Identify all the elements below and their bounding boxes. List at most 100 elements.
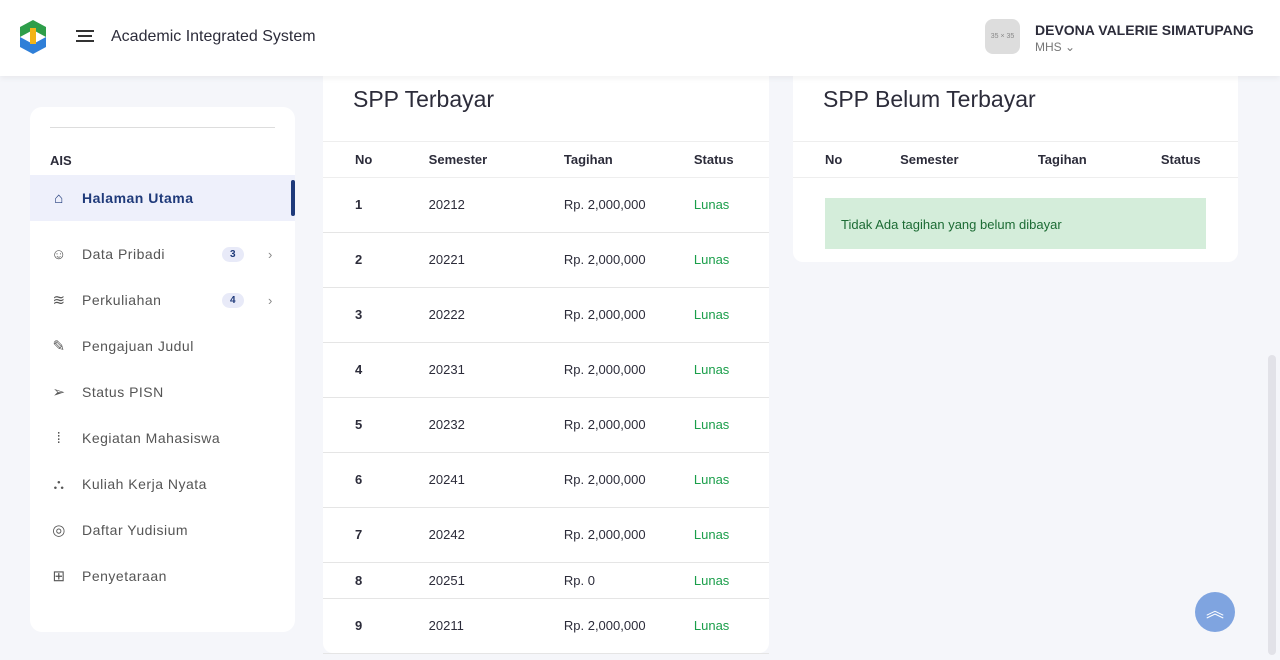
table-row: 5 20232 Rp. 2,000,000 Lunas (323, 397, 769, 453)
table-cell: 20222 (396, 287, 532, 343)
table-cell: Rp. 2,000,000 (531, 232, 662, 288)
sidebar-item-label: Pengajuan Judul (82, 338, 194, 354)
table-row: 8 20251 Rp. 0 Lunas (323, 562, 769, 599)
table-cell: Rp. 2,000,000 (531, 287, 662, 343)
sidebar-item-label: Kegiatan Mahasiswa (82, 430, 221, 446)
table-cell: Lunas (661, 397, 769, 453)
sidebar-item-halaman-utama[interactable]: ⌂ Halaman Utama (30, 175, 295, 221)
table-cell: 20241 (396, 452, 532, 508)
table-cell: Lunas (661, 598, 769, 654)
menu-toggle-icon[interactable] (76, 30, 94, 45)
column-header: Tagihan (1005, 141, 1129, 178)
table-cell: Lunas (661, 287, 769, 343)
column-header: Tagihan (531, 141, 662, 178)
chevron-right-icon: › (268, 246, 273, 262)
activity-icon: ⁞ (56, 429, 62, 447)
sidebar-item-label: Data Pribadi (82, 246, 166, 262)
sidebar-item-label: Daftar Yudisium (82, 522, 189, 538)
table-cell: 2 (323, 232, 397, 288)
spp-unpaid-table: No Semester Tagihan Status (793, 141, 1238, 178)
table-cell: Lunas (661, 507, 769, 563)
table-row: 1 20212 Rp. 2,000,000 Lunas (323, 177, 769, 233)
sidebar-item-kuliah-kerja-nyata[interactable]: ⛬ Kuliah Kerja Nyata (30, 461, 295, 507)
scroll-to-top-button[interactable]: ︽ (1195, 592, 1235, 632)
table-cell: 5 (323, 397, 397, 453)
table-cell: 20242 (396, 507, 532, 563)
sidebar-item-daftar-yudisium[interactable]: ◎ Daftar Yudisium (30, 507, 295, 553)
table-cell: Rp. 2,000,000 (531, 598, 662, 654)
table-cell: Lunas (661, 232, 769, 288)
avatar[interactable]: 35 × 35 (985, 19, 1020, 54)
table-cell: Lunas (661, 452, 769, 508)
sidebar-item-label: Status PISN (82, 384, 164, 400)
sidebar-item-label: Penyetaraan (82, 568, 167, 584)
column-header: Status (1128, 141, 1238, 178)
table-row: 3 20222 Rp. 2,000,000 Lunas (323, 287, 769, 343)
table-cell: Rp. 2,000,000 (531, 507, 662, 563)
table-cell: 8 (323, 562, 397, 599)
divider (50, 127, 275, 128)
sidebar-item-label: Perkuliahan (82, 292, 162, 308)
grid-plus-icon: ⊞ (52, 568, 66, 585)
spp-paid-table: No Semester Tagihan Status 1 20212 Rp. 2,0… (323, 141, 769, 654)
layers-icon: ≋ (52, 292, 66, 309)
chevrons-up-icon: ︽ (1206, 601, 1224, 621)
empty-alert: Tidak Ada tagihan yang belum dibayar (825, 198, 1206, 249)
chevron-right-icon: › (268, 292, 273, 308)
table-cell: 6 (323, 452, 397, 508)
sidebar-item-status-pisn[interactable]: ➢ Status PISN (30, 369, 295, 415)
chevron-down-icon: ⌄ (1065, 40, 1076, 54)
spp-paid-card: SPP Terbayar No Semester Tagihan Status … (323, 76, 769, 654)
home-icon: ⌂ (54, 189, 64, 207)
scrollbar[interactable] (1268, 355, 1276, 655)
count-badge: 3 (222, 246, 244, 262)
table-cell: 1 (323, 177, 397, 233)
user-name[interactable]: DEVONA VALERIE SIMATUPANG (1035, 22, 1254, 38)
pencil-icon: ✎ (52, 338, 66, 355)
column-header: Semester (868, 141, 1006, 178)
top-header: Academic Integrated System 35 × 35 DEVON… (0, 0, 1280, 76)
spp-unpaid-card: SPP Belum Terbayar No Semester Tagihan S… (793, 76, 1238, 262)
sidebar: AIS ⌂ Halaman Utama ☺ Data Pribadi 3 › ≋ Perk… (30, 107, 295, 632)
logo-icon[interactable] (19, 19, 47, 55)
table-cell: 4 (323, 342, 397, 398)
table-cell: 20221 (396, 232, 532, 288)
table-cell: Rp. 0 (531, 562, 662, 599)
table-cell: Lunas (661, 342, 769, 398)
table-cell: Rp. 2,000,000 (531, 452, 662, 508)
table-cell: 20251 (396, 562, 532, 599)
send-icon: ➢ (52, 384, 66, 401)
table-cell: Lunas (661, 177, 769, 233)
table-cell: 20212 (396, 177, 532, 233)
sidebar-item-label: Kuliah Kerja Nyata (82, 476, 207, 492)
card-title: SPP Terbayar (353, 86, 495, 112)
table-cell: 3 (323, 287, 397, 343)
user-role: MHS (1035, 40, 1062, 54)
sidebar-item-perkuliahan[interactable]: ≋ Perkuliahan 4 › (30, 277, 295, 323)
sidebar-item-label: Halaman Utama (82, 190, 194, 206)
table-cell: 20231 (396, 342, 532, 398)
table-row: 2 20221 Rp. 2,000,000 Lunas (323, 232, 769, 288)
table-row: 6 20241 Rp. 2,000,000 Lunas (323, 452, 769, 508)
card-title: SPP Belum Terbayar (823, 86, 1036, 112)
table-cell: Rp. 2,000,000 (531, 342, 662, 398)
users-icon: ☺ (51, 245, 67, 263)
table-row: 7 20242 Rp. 2,000,000 Lunas (323, 507, 769, 563)
target-icon: ◎ (52, 522, 66, 539)
column-header: Semester (396, 141, 532, 178)
sidebar-item-data-pribadi[interactable]: ☺ Data Pribadi 3 › (30, 231, 295, 277)
table-row: 4 20231 Rp. 2,000,000 Lunas (323, 342, 769, 398)
table-row: 9 20211 Rp. 2,000,000 Lunas (323, 598, 769, 654)
count-badge: 4 (222, 292, 244, 308)
sidebar-item-penyetaraan[interactable]: ⊞ Penyetaraan (30, 553, 295, 599)
network-icon: ⛬ (53, 475, 65, 493)
table-cell: Rp. 2,000,000 (531, 397, 662, 453)
sidebar-section-title: AIS (50, 153, 72, 168)
column-header: No (323, 141, 397, 178)
sidebar-item-kegiatan-mahasiswa[interactable]: ⁞ Kegiatan Mahasiswa (30, 415, 295, 461)
app-title: Academic Integrated System (111, 28, 316, 45)
user-role-dropdown[interactable]: MHS ⌄ (1035, 40, 1075, 54)
table-cell: 7 (323, 507, 397, 563)
sidebar-item-pengajuan-judul[interactable]: ✎ Pengajuan Judul (30, 323, 295, 369)
column-header: No (793, 141, 869, 178)
